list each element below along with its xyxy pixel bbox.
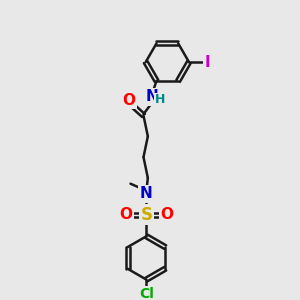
Text: I: I bbox=[204, 55, 210, 70]
Text: H: H bbox=[155, 93, 165, 106]
Text: O: O bbox=[122, 93, 135, 108]
Text: S: S bbox=[140, 206, 152, 224]
Text: O: O bbox=[161, 207, 174, 222]
Text: O: O bbox=[119, 207, 132, 222]
Text: N: N bbox=[146, 89, 158, 104]
Text: N: N bbox=[140, 186, 153, 201]
Text: Cl: Cl bbox=[139, 287, 154, 300]
